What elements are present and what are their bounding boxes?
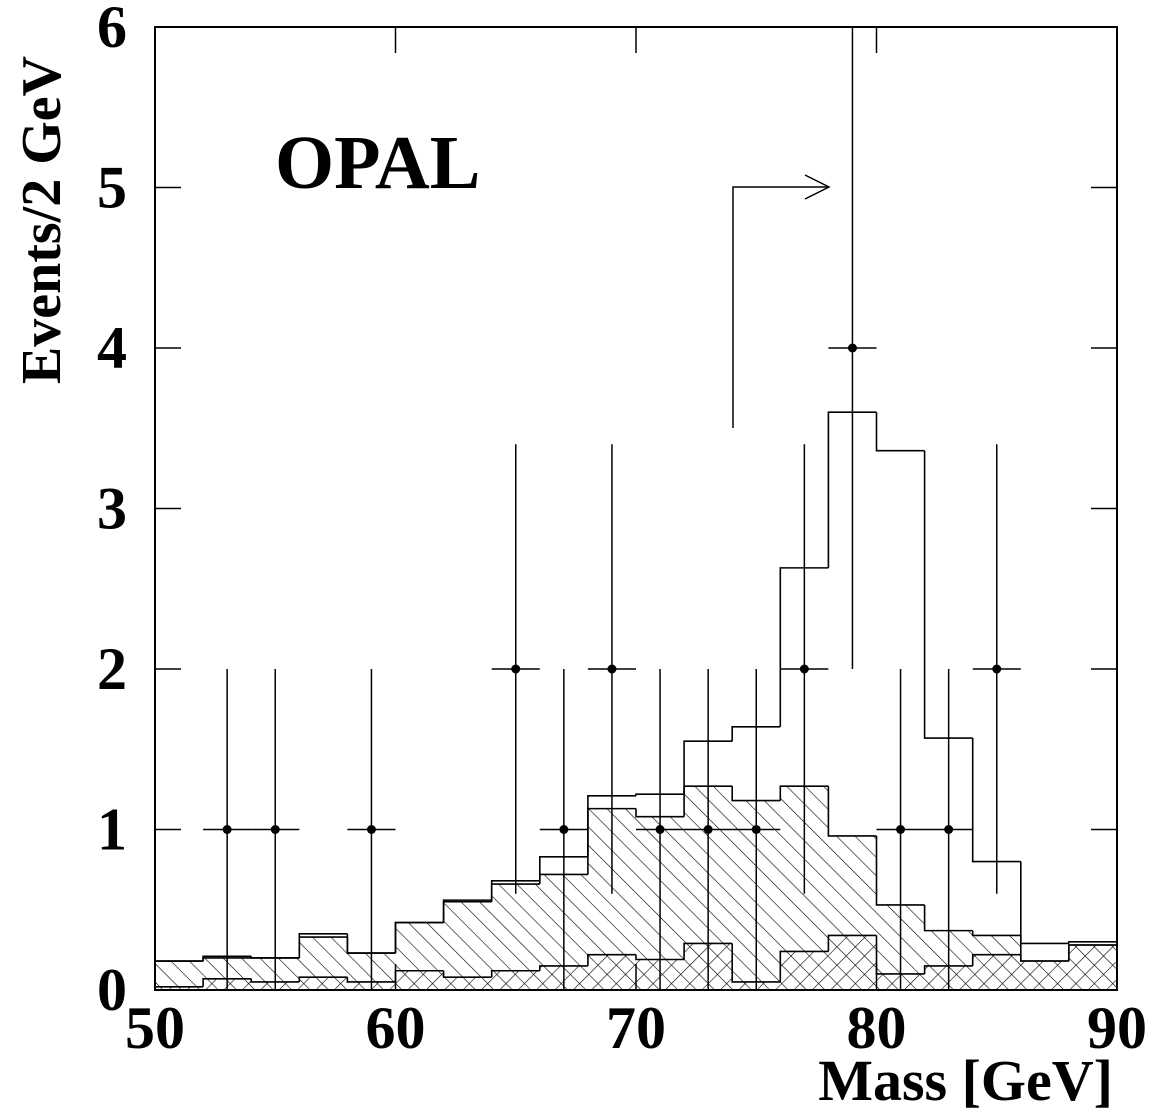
y-tick-label: 3 xyxy=(97,476,127,542)
hist-bar xyxy=(780,951,829,990)
data-point xyxy=(751,825,761,834)
hist-outline xyxy=(779,785,829,801)
hist-outline xyxy=(587,807,636,875)
hist-outline xyxy=(298,976,348,982)
hist-outline xyxy=(635,808,685,818)
hist-outline xyxy=(971,738,1021,863)
hist-outline xyxy=(346,937,396,954)
hist-outline xyxy=(971,953,1021,966)
data-point xyxy=(607,664,617,674)
hist-bar xyxy=(395,970,444,990)
hist-outline xyxy=(394,921,444,954)
x-tick-label: 60 xyxy=(366,995,426,1061)
hist-outline xyxy=(298,936,348,958)
hist-outline xyxy=(683,942,733,960)
y-tick-label: 4 xyxy=(97,315,127,381)
hist-outline xyxy=(683,785,733,817)
y-tick-label: 2 xyxy=(97,636,127,702)
hist-outline xyxy=(202,977,252,987)
hist-outline xyxy=(1020,861,1069,945)
hist-bar xyxy=(443,977,492,990)
x-tick-label: 90 xyxy=(1087,995,1147,1061)
hist-bar xyxy=(1068,945,1117,990)
hist-outline xyxy=(875,835,925,906)
hist-outline xyxy=(1020,954,1069,962)
data-point xyxy=(847,343,857,353)
hist-bar xyxy=(972,954,1021,990)
hist-outline xyxy=(442,970,492,978)
hist-outline xyxy=(779,567,829,727)
hist-bar xyxy=(587,954,636,990)
hist-outline xyxy=(971,930,1021,937)
hist-outline xyxy=(587,953,636,966)
cut-arrow xyxy=(732,186,828,428)
x-tick-label: 50 xyxy=(125,995,185,1061)
hist-outline xyxy=(539,855,588,881)
histograms xyxy=(154,411,1118,990)
data-point xyxy=(655,825,665,834)
hist-outline xyxy=(875,412,925,452)
hist-outline xyxy=(731,943,781,983)
hist-outline xyxy=(923,450,973,739)
hist-bar xyxy=(155,961,204,990)
hist-outline xyxy=(923,965,973,974)
y-tick-label: 0 xyxy=(97,957,127,1023)
hist-bar xyxy=(491,970,540,990)
data-points xyxy=(203,27,1021,990)
hist-outline xyxy=(635,954,685,961)
annotation: OPAL xyxy=(275,121,480,205)
x-tick-label: 80 xyxy=(847,995,907,1061)
data-point xyxy=(799,664,809,674)
hist-outline xyxy=(683,740,733,795)
axes: 0 1 2 3 4 5 6 50 60 70 80 90 xyxy=(97,0,1147,1061)
hist-bar xyxy=(299,977,348,990)
hist-outline xyxy=(346,977,396,983)
data-point xyxy=(944,825,954,834)
hist-outline xyxy=(827,934,877,952)
data-point xyxy=(222,825,232,834)
hist-bar xyxy=(828,935,877,990)
hist-outline xyxy=(779,950,829,982)
data-point xyxy=(366,825,376,834)
hist-outline xyxy=(539,873,588,885)
hist-outline xyxy=(827,786,877,837)
hist-outline xyxy=(442,900,492,923)
data-point xyxy=(703,825,713,834)
y-tick-label: 5 xyxy=(97,155,127,221)
hist-outline xyxy=(923,904,973,932)
hist-bar xyxy=(1020,961,1069,990)
data-point xyxy=(270,825,280,834)
hist-outline xyxy=(635,793,685,796)
hist-bar xyxy=(443,901,492,990)
y-axis-label: Events/2 GeV xyxy=(11,56,73,384)
x-axis-label: Mass [GeV] xyxy=(818,1048,1113,1113)
data-point xyxy=(992,664,1002,674)
y-tick-label: 1 xyxy=(97,797,127,863)
hist-outline xyxy=(1020,935,1069,962)
x-tick-label: 70 xyxy=(606,995,666,1061)
y-tick-label: 6 xyxy=(97,0,127,60)
hist-outline xyxy=(202,957,252,962)
hist-outline xyxy=(731,786,781,802)
hist-outline xyxy=(539,965,588,971)
hist-outline xyxy=(490,969,540,978)
hist-outline xyxy=(827,411,877,568)
cut-arrowhead xyxy=(804,174,831,200)
data-point xyxy=(896,825,906,834)
data-point xyxy=(559,825,569,834)
data-point xyxy=(511,664,521,674)
hist-outline xyxy=(490,883,540,902)
hist-bar xyxy=(155,986,204,990)
hist-outline xyxy=(250,978,300,983)
hist-outline xyxy=(731,725,781,742)
